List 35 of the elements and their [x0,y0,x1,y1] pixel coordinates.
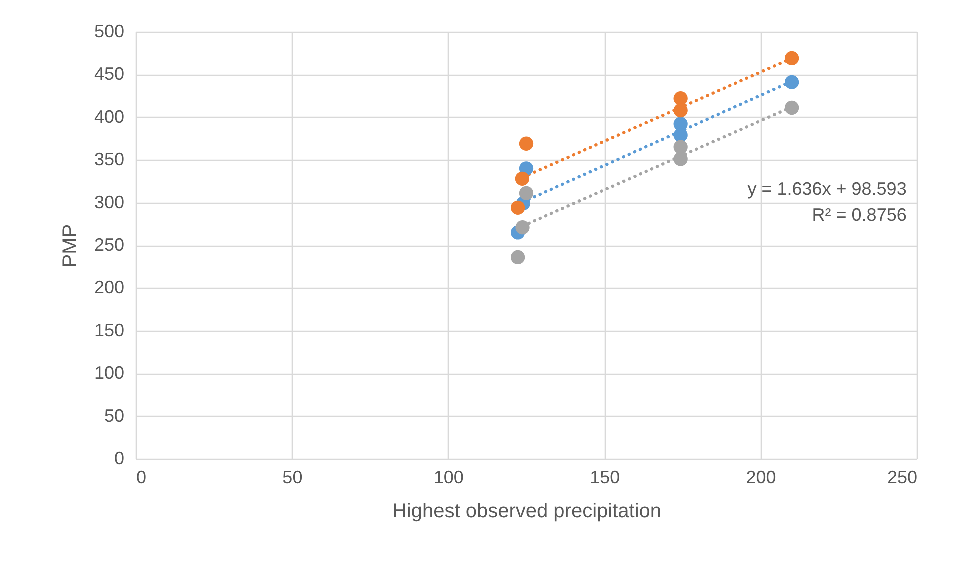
point [784,75,800,90]
y-tick-label: 400 [94,106,124,127]
y-tick-label: 500 [94,22,124,42]
x-tick-label: 50 [282,468,303,488]
x-axis-title: Highest observed precipitation [392,500,662,522]
point [510,200,526,215]
y-axis-title: PMP [59,224,82,268]
x-tick-label: 100 [434,468,464,488]
point [674,92,688,106]
x-tick-label: 150 [590,468,620,488]
point [516,220,530,235]
y-tick-label: 50 [104,406,124,426]
point [515,172,530,186]
x-tick-label: 0 [136,468,147,488]
y-tick-label: 300 [94,192,124,212]
y-tick-label: 250 [94,235,124,255]
point [510,250,526,265]
annotation: R² = 0.8756 [812,205,907,225]
point [674,104,688,118]
y-tick-label: 350 [94,150,124,170]
point [519,136,534,151]
x-tick-label: 250 [887,468,918,488]
y-tick-label: 450 [94,64,124,84]
point [674,152,688,166]
point [674,128,688,142]
y-tick-label: 100 [94,363,124,384]
y-tick-label: 0 [114,448,124,468]
point [784,100,800,116]
x-tick-label: 200 [746,468,776,488]
y-tick-label: 200 [94,278,124,298]
point [519,186,534,200]
point [784,51,800,66]
point [674,140,688,154]
annotation: y = 1.636x + 98.593 [748,179,907,199]
y-tick-label: 150 [94,320,124,340]
